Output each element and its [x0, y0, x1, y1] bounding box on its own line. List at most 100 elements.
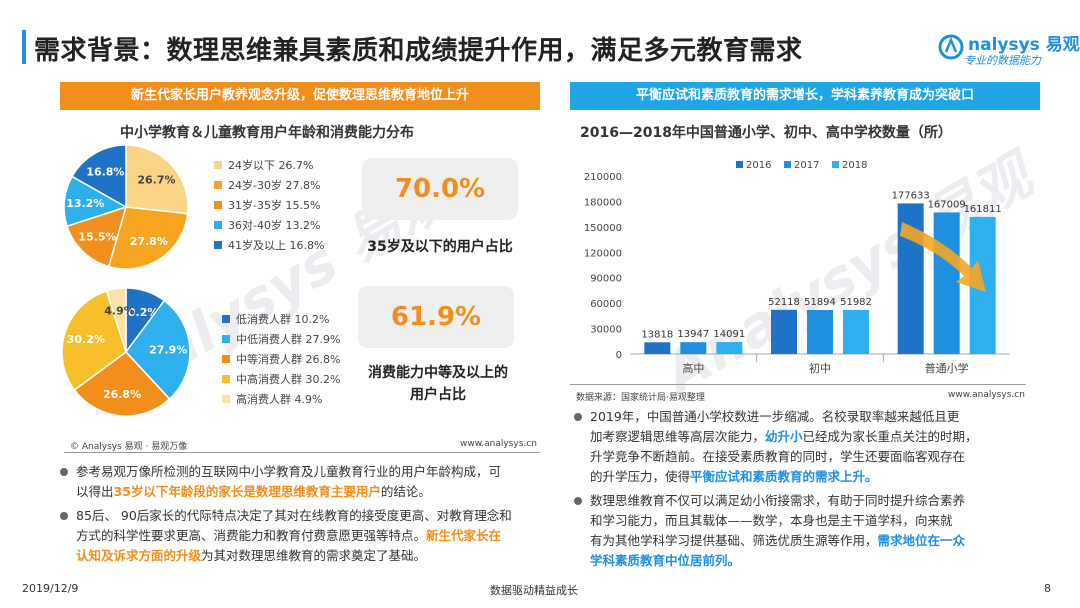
- legend-item: 低消费人群 10.2%: [222, 309, 340, 329]
- bar-value-label: 52118: [768, 297, 800, 308]
- y-tick-label: 150000: [584, 223, 622, 234]
- left-source: © Analysys 易观 · 易观万像: [70, 442, 188, 452]
- callout-age-value: 70.0%: [362, 158, 518, 220]
- bar: [771, 309, 797, 354]
- legend-item: 高消费人群 4.9%: [222, 389, 340, 409]
- pie-slice: [73, 350, 171, 417]
- legend-item: 36对-40岁 13.2%: [214, 215, 324, 235]
- bar-chart-title: 2016—2018年中国普通小学、初中、高中学校数量（所）: [580, 125, 952, 141]
- right-bullets: 2019年，中国普通小学校数进一步缩减。名校录取率越来越低且更 加考察逻辑思维等…: [574, 407, 1036, 575]
- spending-pie-chart: 10.2% 27.9% 26.8% 30.2% 4.9%: [61, 287, 191, 417]
- title-accent-bar: [22, 30, 26, 64]
- x-tick-label: 高中: [682, 361, 704, 375]
- footer-page-number: 8: [1044, 582, 1051, 595]
- pie-value-label: 13.2%: [66, 197, 104, 210]
- bar-value-label: 161811: [964, 204, 1002, 215]
- analysys-logo: nalysys 易观 专业的数据能力: [938, 30, 1080, 70]
- callout-spending-value: 61.9%: [358, 286, 514, 348]
- pie-value-label: 26.7%: [137, 174, 175, 187]
- legend-swatch: [222, 375, 230, 383]
- legend-swatch: [222, 335, 230, 343]
- left-bullets: 参考易观万像所检测的互联网中小学教育及儿童教育行业的用户年龄构成，可 以得出35…: [60, 462, 546, 570]
- pie-value-label: 27.9%: [149, 344, 187, 357]
- right-banner: 平衡应试和素质教育的需求增长，学科素养教育成为突破口: [570, 82, 1040, 110]
- bar-value-label: 13947: [677, 329, 709, 340]
- bullet-text: 数理思维教育不仅可以满足幼小衔接需求，有助于同时提升综合素养: [590, 493, 966, 508]
- left-bullet-1: 参考易观万像所检测的互联网中小学教育及儿童教育行业的用户年龄构成，可 以得出35…: [60, 462, 546, 502]
- legend-swatch: [784, 161, 791, 168]
- left-site: www.analysys.cn: [460, 439, 537, 449]
- bullet-text: 方式的科学性要求更高、消费能力和教育付费意愿更强等特点。: [76, 528, 427, 543]
- right-site: www.analysys.cn: [948, 390, 1025, 400]
- bullet-text: 2019年，中国普通小学校数进一步缩减。名校录取率越来越低且更: [590, 409, 960, 424]
- pie-value-label: 15.5%: [78, 230, 116, 243]
- pie-slice: [105, 287, 127, 353]
- footer-slogan: 数据驱动精益成长: [490, 584, 578, 597]
- pie-value-label: 27.8%: [130, 235, 168, 248]
- legend-swatch: [214, 161, 222, 169]
- legend-swatch: [214, 181, 222, 189]
- school-count-bar-chart: 2016 2017 2018 0 30000 60000 90000 120000 150000…: [584, 160, 1010, 375]
- bullet-highlight: 认知及诉求方面的升级: [76, 548, 202, 563]
- right-bullet-1: 2019年，中国普通小学校数进一步缩减。名校录取率越来越低且更 加考察逻辑思维等…: [574, 407, 1036, 487]
- y-tick-label: 90000: [590, 274, 622, 285]
- bullet-text: 有为其他学科学习提供基础、筛选优质生源等作用，: [590, 533, 878, 548]
- pie-slice: [61, 290, 127, 391]
- bullet-highlight: 平衡应试和素质教育的需求上升。: [690, 469, 878, 484]
- bar: [933, 212, 960, 354]
- bullet-highlight: 幼升小: [765, 429, 803, 444]
- bullet-text: 85后、 90后家长的代际特点决定了其对在线教育的接受度更高、对教育理念和: [76, 508, 512, 523]
- legend-label: 高消费人群 4.9%: [236, 393, 323, 406]
- bullet-highlight: 学科素质教育中位居前列。: [590, 553, 741, 568]
- y-tick-label: 0: [616, 350, 622, 361]
- bar-value-label: 51982: [840, 297, 872, 308]
- pie-value-label: 4.9%: [104, 304, 135, 317]
- legend-item: 31岁-35岁 15.5%: [214, 195, 324, 215]
- footer-date: 2019/12/9: [22, 582, 79, 595]
- age-pie-chart: 26.7% 27.8% 15.5% 13.2% 16.8%: [63, 144, 189, 270]
- legend-item: 24岁-30岁 27.8%: [214, 175, 324, 195]
- pie-slice: [125, 144, 189, 215]
- y-tick-label: 60000: [590, 299, 622, 310]
- bar: [680, 342, 707, 354]
- legend-label: 中低消费人群 27.9%: [236, 333, 341, 346]
- bullet-text: 参考易观万像所检测的互联网中小学教育及儿童教育行业的用户年龄构成，可: [76, 464, 502, 479]
- trend-arrow-icon: [900, 222, 986, 292]
- left-divider: [64, 452, 540, 453]
- left-chart-title: 中小学教育＆儿童教育用户年龄和消费能力分布: [120, 125, 414, 141]
- pie-value-label: 10.2%: [120, 306, 158, 319]
- left-banner: 新生代家长用户教养观念升级，促使数理思维教育地位上升: [60, 82, 540, 110]
- callout-age-label: 35岁及以下的用户占比: [367, 239, 513, 255]
- legend-swatch: [832, 161, 839, 168]
- legend-label: 低消费人群 10.2%: [236, 313, 330, 326]
- legend-swatch: [214, 201, 222, 209]
- legend-swatch: [222, 315, 230, 323]
- pie-slice: [125, 299, 191, 400]
- bullet-highlight: 35岁以下年龄段的家长是数理思维教育主要用户: [113, 484, 381, 499]
- right-source: 数据来源：国家统计局·易观整理: [576, 393, 705, 403]
- x-tick-label: 普通小学: [925, 361, 969, 375]
- bullet-text: 和学习能力，而且其载体——数学，本身也是主干道学科，向来就: [590, 513, 953, 528]
- legend-item: 中低消费人群 27.9%: [222, 329, 340, 349]
- bar: [843, 309, 869, 354]
- legend-label: 中高消费人群 30.2%: [236, 373, 341, 386]
- bullet-text: 以得出: [76, 484, 114, 499]
- legend-label: 中等消费人群 26.8%: [236, 353, 341, 366]
- y-tick-label: 30000: [590, 325, 622, 336]
- page-title: 需求背景：数理思维兼具素质和成绩提升作用，满足多元教育需求: [34, 36, 803, 66]
- y-tick-label: 120000: [584, 248, 622, 259]
- logo-text: nalysys 易观: [968, 35, 1080, 55]
- pie-slice: [107, 206, 189, 270]
- legend-swatch: [736, 161, 743, 168]
- bar-value-label: 13818: [641, 329, 673, 340]
- legend-swatch: [222, 395, 230, 403]
- y-tick-label: 210000: [584, 172, 622, 183]
- bullet-icon: [574, 497, 582, 505]
- bullet-text: 的结论。: [380, 484, 431, 499]
- legend-label: 41岁及以上 16.8%: [228, 239, 325, 252]
- x-tick-label: 初中: [809, 361, 831, 375]
- bar-value-label: 14091: [713, 329, 745, 340]
- legend-item: 24岁以下 26.7%: [214, 155, 324, 175]
- legend-swatch: [222, 355, 230, 363]
- right-divider: [570, 384, 1026, 385]
